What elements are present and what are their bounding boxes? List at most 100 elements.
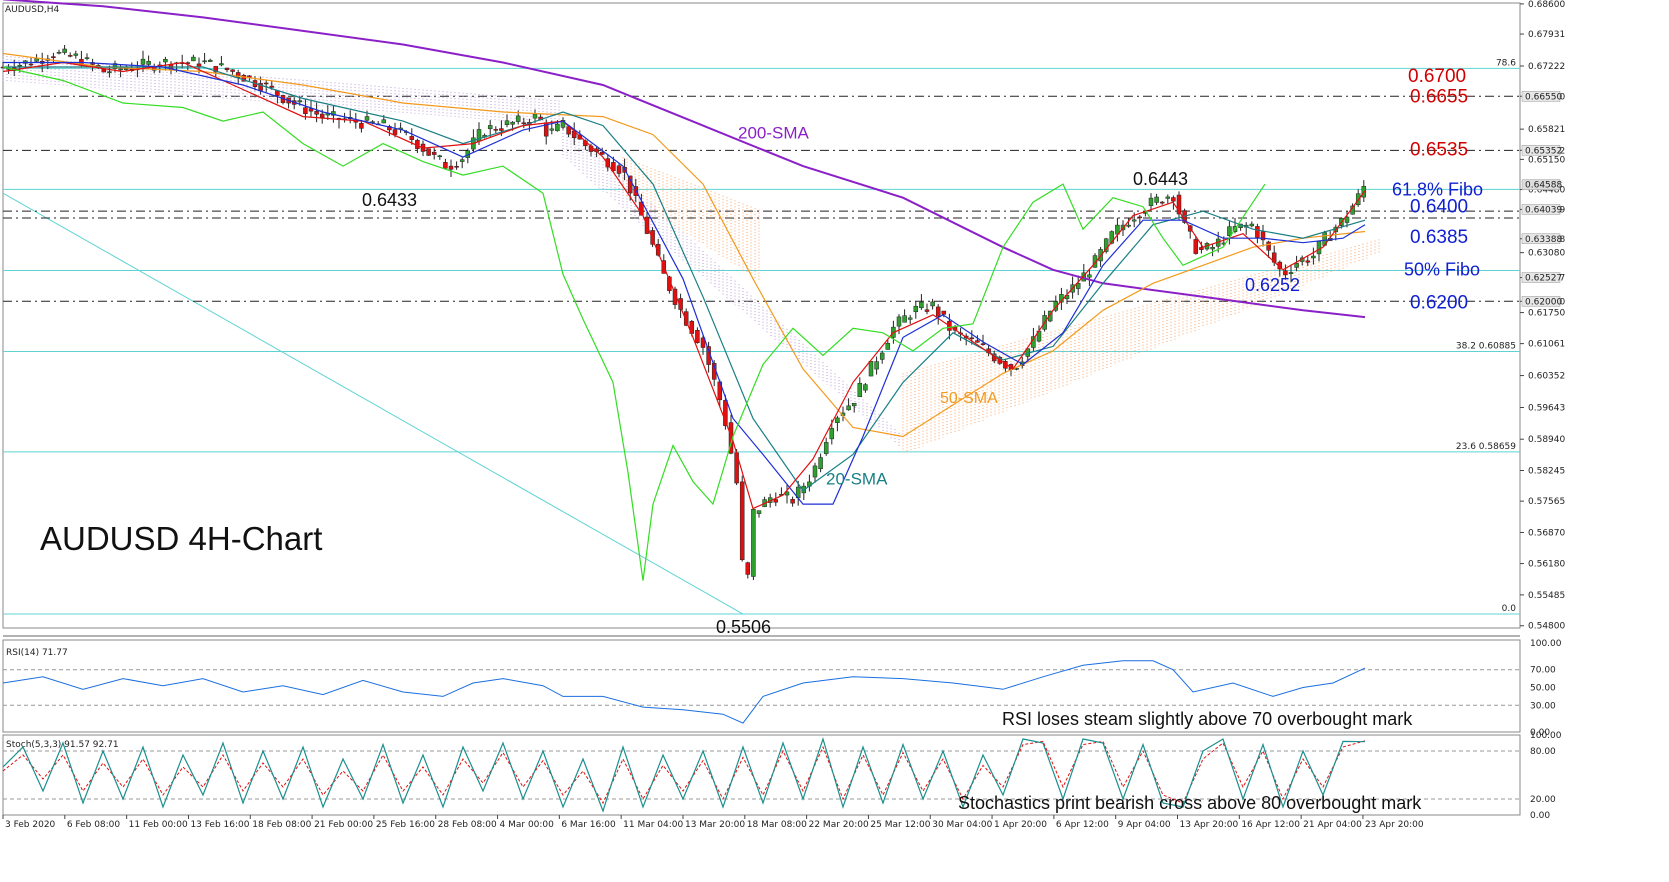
stoch-annotation: Stochastics print bearish cross above 80… (958, 793, 1422, 813)
candle (151, 63, 157, 74)
candle (818, 453, 823, 473)
candle (874, 356, 879, 375)
candle (616, 163, 622, 178)
candle (639, 193, 644, 216)
candle (230, 69, 235, 75)
candle (398, 122, 403, 133)
stoch-main-line (2, 736, 1366, 813)
candle (1092, 253, 1098, 268)
y-tick-label: 0.67931 (1528, 30, 1565, 40)
candle (851, 402, 857, 413)
annotation-label: 0.6433 (362, 190, 417, 210)
y-tick-label: 0.63080 (1528, 249, 1565, 259)
candle (1193, 235, 1199, 255)
candle (73, 50, 79, 59)
x-tick-label: 6 Apr 12:00 (1056, 820, 1109, 830)
candle (1294, 255, 1299, 272)
candle (913, 300, 919, 319)
candle (224, 67, 230, 73)
candle (807, 474, 812, 492)
rsi-line (2, 660, 1366, 724)
annotation-label: 0.6700 (1408, 66, 1466, 87)
candle (835, 415, 840, 432)
candle (980, 334, 986, 346)
candle (723, 394, 728, 430)
x-tick-label: 13 Apr 20:00 (1180, 820, 1239, 830)
candle (902, 309, 907, 323)
rsi-annotation: RSI loses steam slightly above 70 overbo… (1002, 709, 1413, 729)
annotation-label: 50-SMA (940, 390, 998, 407)
candle (1199, 241, 1204, 254)
x-tick-label: 21 Feb 00:00 (314, 820, 373, 830)
candle (1154, 193, 1159, 206)
candle (1159, 201, 1165, 205)
annotation-label: 0.6252 (1245, 275, 1300, 295)
y-tick-label: 0.58940 (1528, 435, 1565, 445)
y-tick-label: 0.65150 (1528, 155, 1565, 165)
candle (790, 496, 795, 507)
candle (599, 147, 605, 156)
candle (1087, 269, 1092, 287)
panel-frame-2 (2, 734, 1521, 816)
candle (896, 314, 902, 335)
indicator-line-1 (2, 52, 1366, 438)
candle (700, 335, 706, 355)
candle (857, 377, 863, 398)
candle (1126, 218, 1131, 228)
candle (1075, 275, 1081, 296)
candle (784, 484, 790, 504)
candle (868, 361, 874, 377)
indicator-line-4 (3, 61, 1366, 505)
candle (863, 382, 868, 393)
x-tick-label: 22 Mar 20:00 (809, 820, 869, 830)
rsi-title: RSI(14) 71.77 (6, 648, 68, 658)
price-tag-box (1521, 296, 1561, 307)
candle (1014, 367, 1019, 371)
chart-title: AUDUSD 4H-Chart (40, 520, 323, 557)
x-tick-label: 21 Apr 04:00 (1303, 820, 1362, 830)
annotation-label: 0.6400 (1410, 197, 1468, 218)
candle (801, 482, 807, 501)
candle (431, 148, 437, 160)
candle (168, 61, 174, 75)
y-tick-label: 0.64480 (1528, 186, 1565, 196)
stoch-y-tick: 100.00 (1530, 731, 1562, 741)
candle (448, 159, 454, 178)
candle (504, 114, 510, 128)
candle (672, 286, 678, 310)
candle (1137, 215, 1143, 224)
candle (1227, 220, 1232, 245)
x-tick-label: 1 Apr 20:00 (994, 820, 1047, 830)
y-tick-label: 0.61750 (1528, 309, 1565, 319)
candle (1053, 295, 1059, 313)
candle (1316, 241, 1322, 262)
fibo-level-label: 78.6 (1496, 58, 1516, 68)
candle (1148, 193, 1154, 211)
annotation-label: 0.6655 (1410, 86, 1468, 107)
price-tag-box (1521, 272, 1561, 283)
candle (1176, 191, 1182, 220)
x-tick-label: 13 Mar 20:00 (685, 820, 745, 830)
candle (711, 360, 717, 387)
candle (67, 52, 73, 58)
price-tag-box (1521, 91, 1561, 102)
candle (1288, 265, 1294, 283)
panel-frame-0 (2, 2, 1521, 629)
candle (347, 110, 353, 124)
candle (571, 122, 577, 146)
candle (1299, 255, 1305, 266)
x-tick-label: 4 Mar 00:00 (500, 820, 555, 830)
candle (51, 52, 56, 63)
stoch-y-tick: 80.00 (1530, 747, 1556, 757)
candle (426, 148, 431, 156)
cloud-up-small (622, 157, 760, 281)
candle (751, 508, 756, 581)
candle (1249, 221, 1255, 228)
rsi-y-tick: 100.00 (1530, 639, 1562, 649)
candle (459, 157, 465, 169)
candle (773, 492, 779, 507)
y-tick-label: 0.67222 (1528, 62, 1565, 72)
indicator-line-3 (2, 61, 1366, 510)
price-tag-label: 0.64588 (1525, 181, 1562, 191)
